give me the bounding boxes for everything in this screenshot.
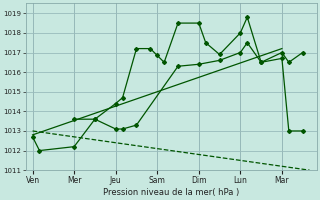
X-axis label: Pression niveau de la mer( hPa ): Pression niveau de la mer( hPa ) [103, 188, 239, 197]
